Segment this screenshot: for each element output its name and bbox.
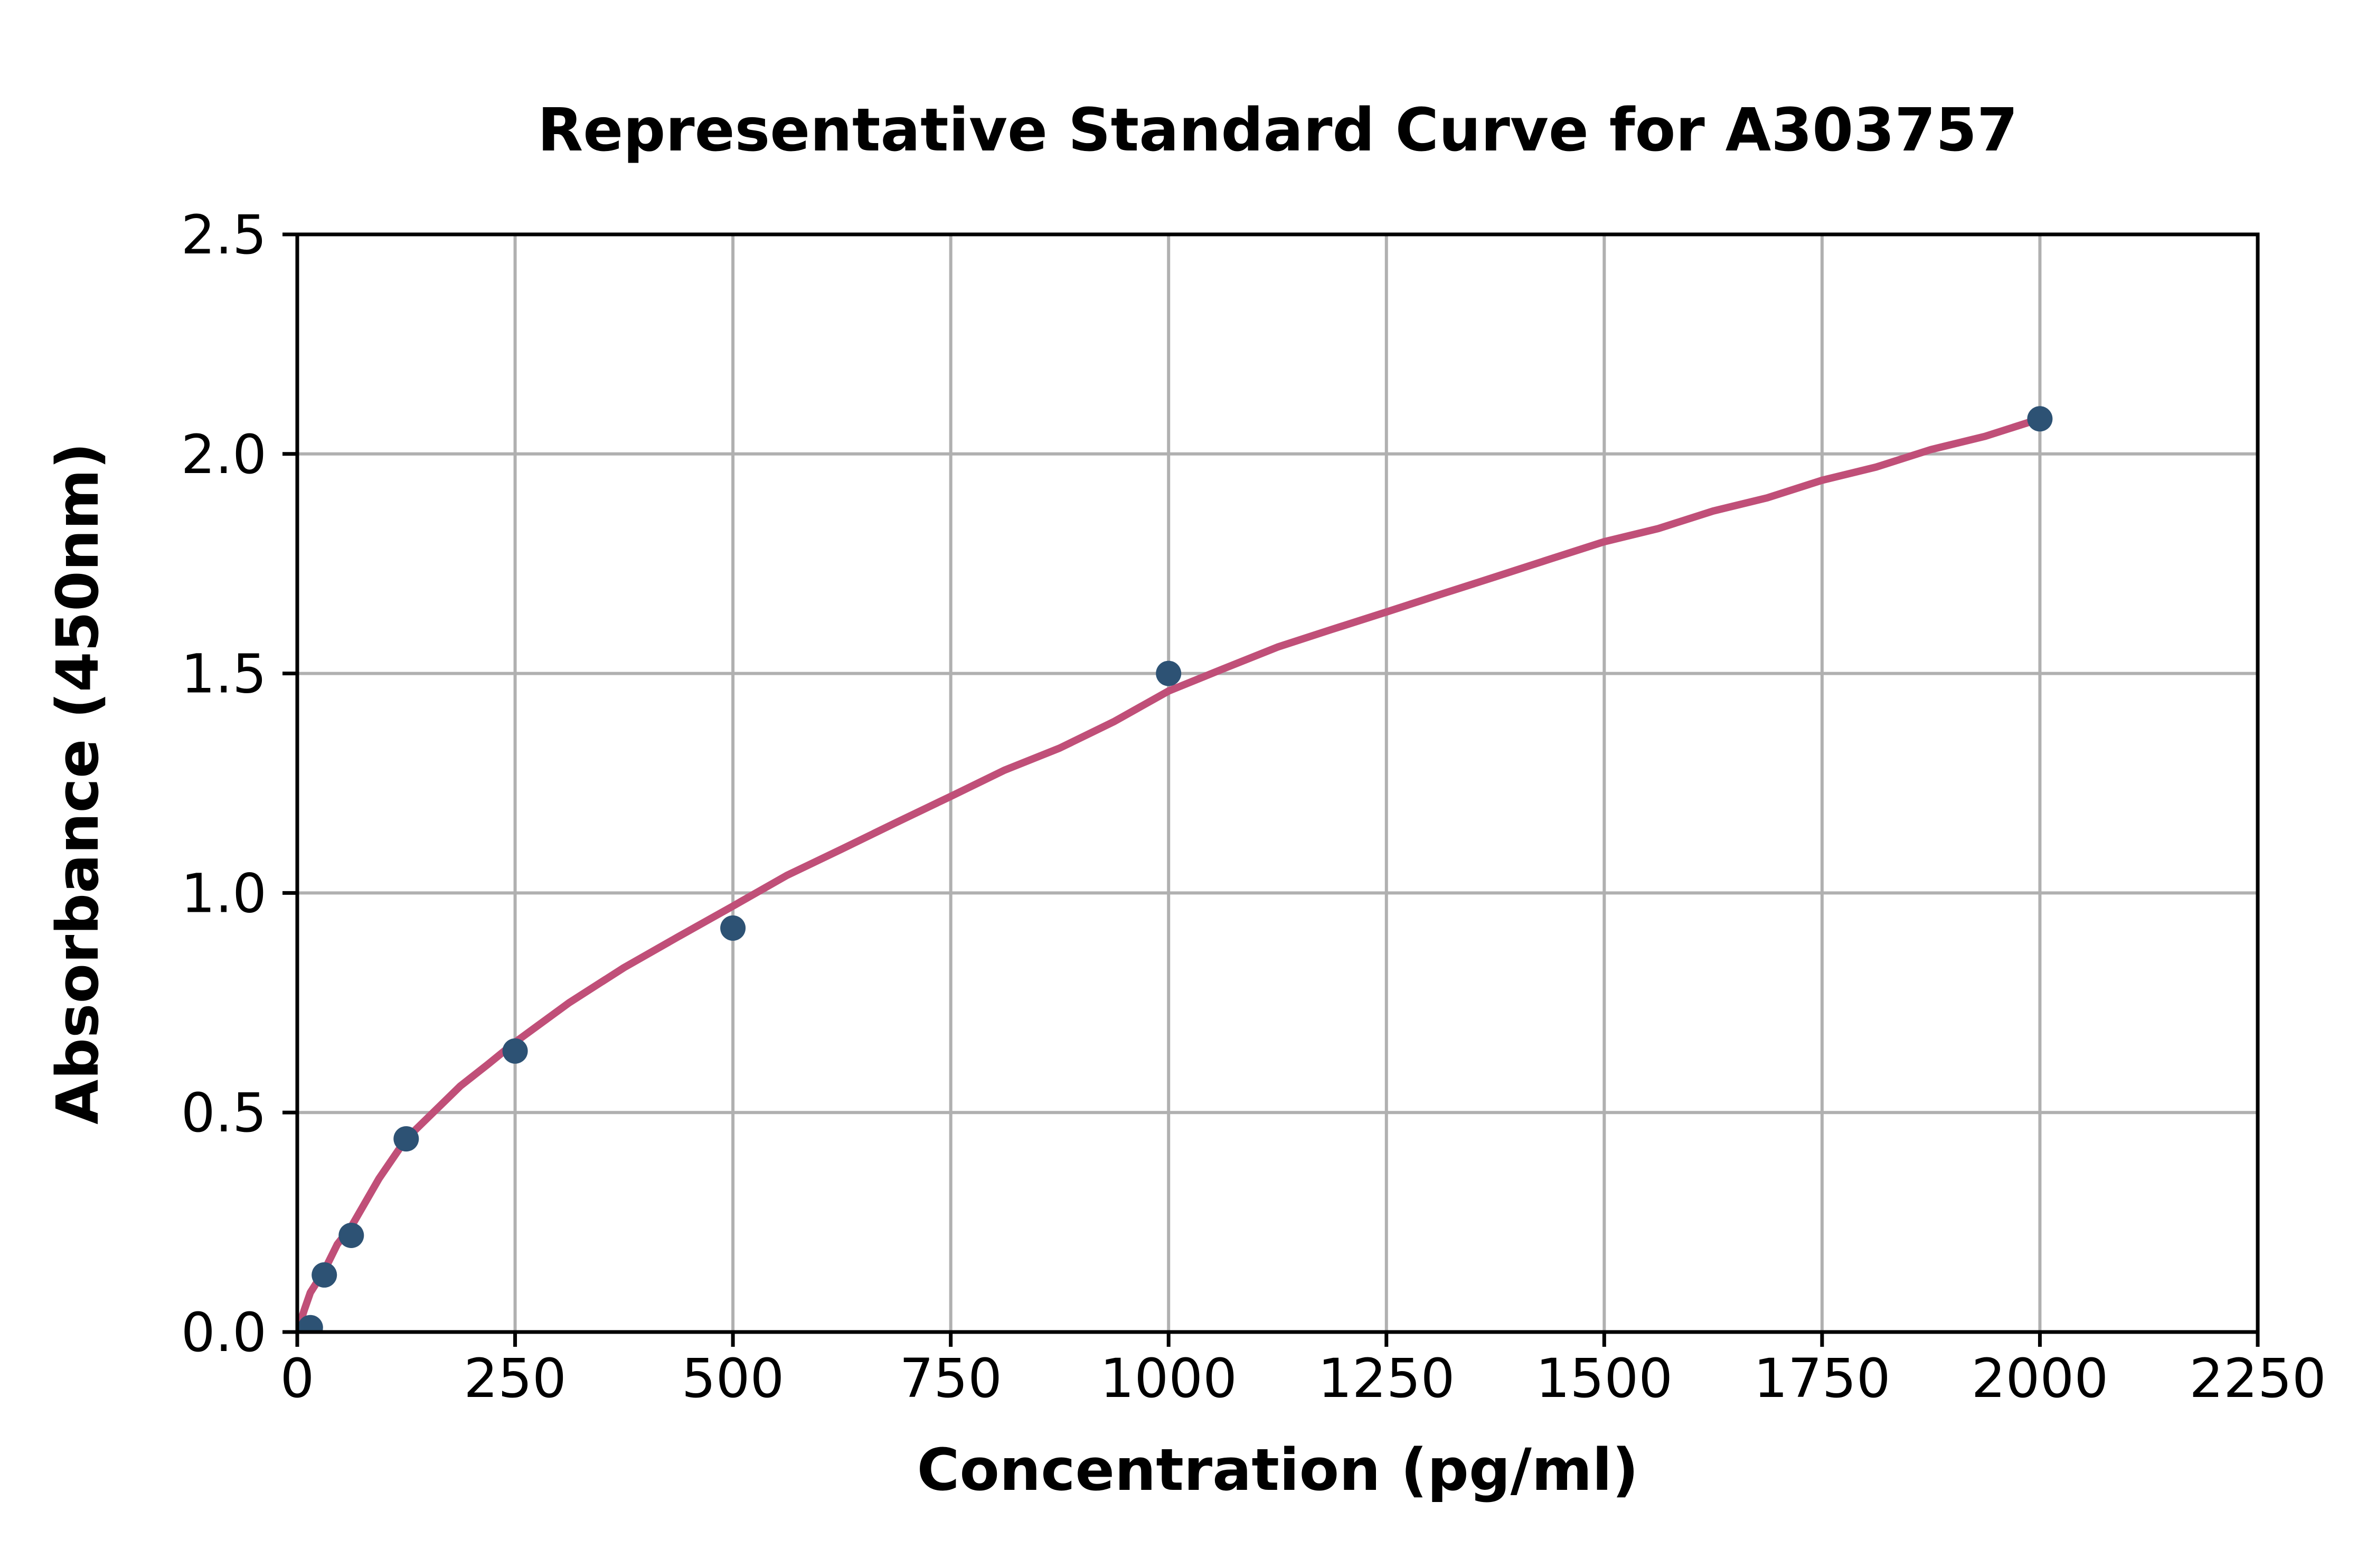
data-point [338,1223,364,1248]
y-tick-label: 1.5 [181,643,267,706]
plot-border [295,232,2260,1334]
x-tick-label: 2250 [2189,1347,2326,1410]
y-tick-label: 2.0 [181,423,267,486]
x-tick-label: 1750 [1753,1347,1891,1410]
x-tick-label: 1250 [1318,1347,1455,1410]
x-axis-label: Concentration (pg/ml) [917,1436,1639,1504]
data-point [1156,660,1182,686]
data-point [393,1126,419,1152]
y-tick-label: 2.5 [181,204,267,267]
gridlines [296,233,2259,1334]
data-point [720,915,746,941]
data-point [312,1262,337,1288]
x-tick-label: 1000 [1100,1347,1237,1410]
x-tick-label: 250 [464,1347,567,1410]
axis-ticks [282,232,2260,1347]
axis-tick-labels: 0 250 500 750 1000 1250 1500 1750 2000 2250 0.0 0.5… [181,204,2326,1410]
data-point [297,1315,323,1332]
x-tick-label: 1500 [1536,1347,1673,1410]
x-tick-label: 0 [280,1347,315,1410]
data-points [297,406,2053,1332]
y-tick-label: 0.0 [181,1301,267,1364]
y-tick-label: 1.0 [181,862,267,925]
x-tick-label: 750 [899,1347,1002,1410]
chart-title: Representative Standard Curve for A30375… [538,96,2018,165]
y-axis-label: Absorbance (450nm) [44,442,111,1125]
x-tick-label: 2000 [1972,1347,2109,1410]
x-tick-label: 500 [682,1347,785,1410]
y-tick-label: 0.5 [181,1082,267,1145]
data-point [2027,406,2053,432]
data-point [502,1038,528,1064]
fit-curve-line [297,415,2044,1332]
